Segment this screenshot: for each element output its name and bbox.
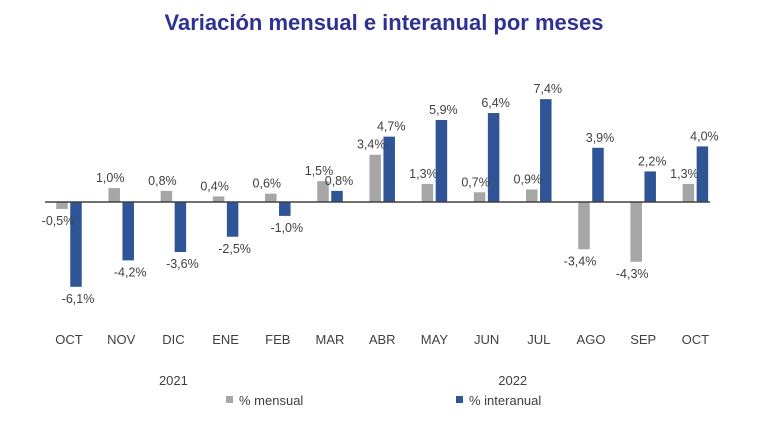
x-tick-7: MAY [421,332,449,347]
bar-interanual-12 [696,146,709,202]
bar-mensual-6 [369,154,381,202]
x-tick-labels: OCT NOV DIC ENE FEB MAR ABR MAY JUN JUL AGO SEP OCT [55,332,709,347]
legend: % mensual % interanual [226,393,541,408]
bar-mensual-3 [212,196,225,202]
label-interanual-9: 7,4% [534,82,563,96]
label-mensual-6: 3,4% [357,138,386,152]
x-tick-6: ABR [369,332,396,347]
bar-mensual-12 [682,183,695,202]
label-interanual-8: 6,4% [481,96,510,110]
bar-interanual-2 [174,202,187,253]
legend-swatch-mensual [226,396,233,403]
label-interanual-1: -4,2% [114,265,147,279]
x-tick-8: JUN [474,332,499,347]
legend-label-interanual: % interanual [469,393,541,408]
label-mensual-10: -3,4% [564,254,597,268]
bar-mensual-2 [160,190,173,202]
year-label-2021: 2021 [159,373,188,388]
bar-interanual-3 [226,202,239,237]
label-mensual-0: -0,5% [42,214,75,228]
bar-interanual-10 [592,147,604,202]
bar-interanual-7 [435,119,448,202]
label-mensual-12: 1,3% [670,167,699,181]
bar-mensual-11 [630,202,642,262]
x-tick-5: MAR [316,332,345,347]
x-tick-1: NOV [107,332,136,347]
bar-mensual-0 [56,202,68,209]
bar-mensual-10 [578,202,590,250]
bar-mensual-5 [317,181,329,202]
label-interanual-6: 4,7% [377,120,406,134]
bar-mensual-1 [108,188,120,202]
label-interanual-12: 4,0% [690,129,719,143]
label-interanual-2: -3,6% [166,257,199,271]
label-interanual-0: -6,1% [62,292,95,306]
bar-interanual-4 [279,202,291,216]
x-tick-11: SEP [630,332,656,347]
label-mensual-1: 1,0% [96,171,125,185]
x-tick-2: DIC [162,332,184,347]
bar-mensual-9 [526,189,538,202]
legend-swatch-interanual [456,396,463,403]
x-tick-12: OCT [682,332,710,347]
bars-group [56,99,709,287]
bar-mensual-4 [265,193,277,202]
bar-interanual-6 [383,136,395,202]
x-tick-9: JUL [527,332,550,347]
x-tick-4: FEB [265,332,290,347]
label-mensual-9: 0,9% [514,172,543,186]
label-mensual-11: -4,3% [616,267,649,281]
label-interanual-10: 3,9% [586,131,615,145]
year-labels: 2021 2022 [159,373,527,388]
year-label-2022: 2022 [498,373,527,388]
bar-interanual-0 [70,202,82,287]
label-interanual-7: 5,9% [429,103,458,117]
chart-title: Variación mensual e interanual por meses [165,10,604,35]
x-tick-10: AGO [577,332,606,347]
bar-interanual-9 [540,99,552,202]
label-mensual-2: 0,8% [148,174,177,188]
label-mensual-3: 0,4% [200,179,229,193]
label-interanual-3: -2,5% [218,242,251,256]
label-interanual-11: 2,2% [638,154,667,168]
label-mensual-5: 1,5% [305,164,334,178]
label-interanual-4: -1,0% [270,221,303,235]
bar-interanual-5 [331,190,343,202]
bar-mensual-7 [421,183,434,202]
data-labels-group: -0,5% -6,1% 1,0% -4,2% 0,8% -3,6% 0,4% -2,5% 0,6… [42,82,719,306]
x-tick-0: OCT [55,332,83,347]
legend-label-mensual: % mensual [239,393,303,408]
bar-mensual-8 [473,192,486,202]
bar-interanual-8 [487,113,500,202]
label-mensual-8: 0,7% [461,175,490,189]
bar-interanual-1 [122,202,134,261]
label-mensual-4: 0,6% [253,177,282,191]
label-mensual-7: 1,3% [409,167,438,181]
x-tick-3: ENE [212,332,239,347]
bar-interanual-11 [644,171,656,202]
label-interanual-5: 0,8% [325,174,354,188]
